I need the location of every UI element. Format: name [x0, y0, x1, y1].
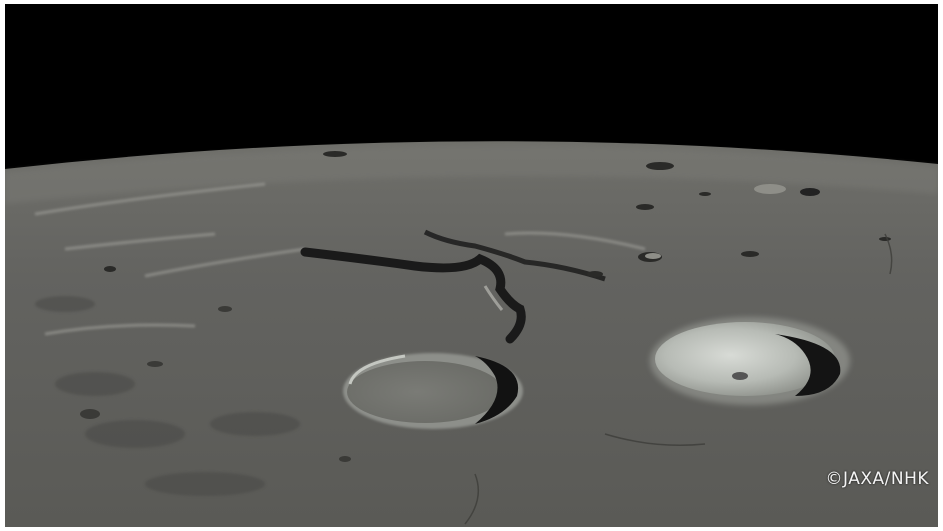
- fractures: [464, 233, 893, 525]
- lunar-surface-illustration: [5, 4, 938, 527]
- credit-watermark: ©JAXA/NHK: [825, 469, 929, 489]
- right-crater: [650, 317, 850, 405]
- left-crater: [343, 353, 523, 429]
- rough-terrain: [35, 296, 300, 496]
- wrinkle-ridges: [34, 182, 646, 336]
- lunar-photo: [5, 4, 938, 527]
- sinuous-rille: [300, 247, 526, 344]
